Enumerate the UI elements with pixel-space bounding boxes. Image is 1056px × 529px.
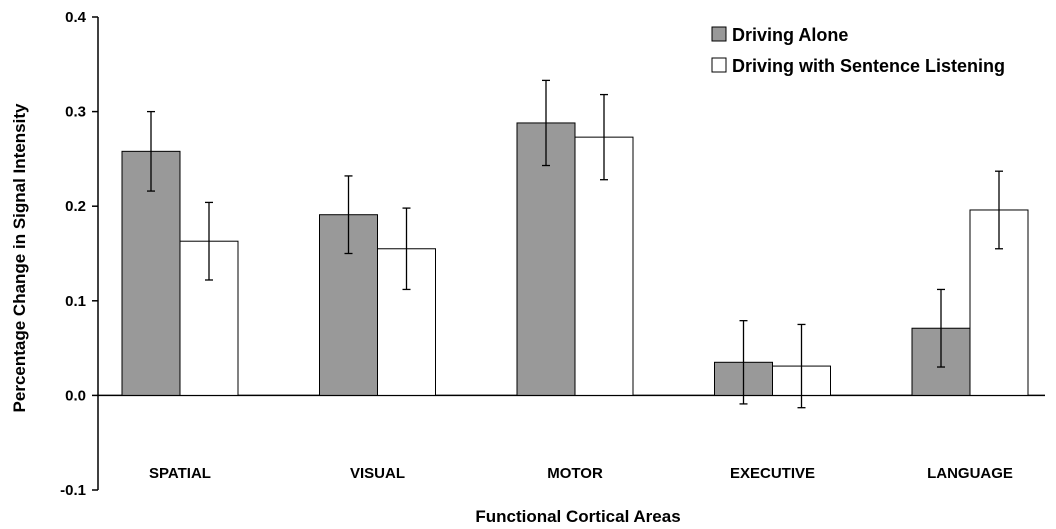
category-label-spatial: SPATIAL [149, 465, 211, 482]
error-bar-driving-with-sentence-listening-executive [797, 323, 806, 409]
error-bar-driving-with-sentence-listening-visual [402, 207, 411, 291]
legend-swatch-driving-with-sentence-listening [711, 57, 727, 73]
legend: Driving Alone Driving with Sentence List… [711, 25, 1005, 76]
y-tick-label: 0.4 [65, 9, 87, 26]
error-bar-driving-alone-language [937, 288, 945, 368]
legend-label-driving-with-sentence-listening: Driving with Sentence Listening [732, 56, 1005, 76]
category-label-executive: EXECUTIVE [730, 465, 815, 482]
y-tick-label: 0.1 [65, 293, 86, 310]
x-axis-title: Functional Cortical Areas [475, 507, 680, 526]
error-bar-driving-alone-spatial [147, 110, 155, 192]
bar-driving-alone-spatial [121, 150, 181, 396]
error-bar-driving-with-sentence-listening-motor [600, 93, 608, 181]
plot-area: 0.4 0.3 0.2 0.1 0.0 -0.1 SPATIAL VISUAL MOTOR EX… [60, 9, 1045, 499]
error-bar-driving-with-sentence-listening-spatial [205, 201, 213, 281]
y-tick-label: -0.1 [60, 482, 86, 499]
legend-label-driving-alone: Driving Alone [732, 25, 848, 45]
error-bar-driving-alone-visual [344, 175, 353, 255]
y-tick-label: 0.2 [65, 198, 86, 215]
y-tick-label: 0.3 [65, 104, 86, 121]
category-labels: SPATIAL VISUAL MOTOR EXECUTIVE LANGUAGE [149, 465, 1013, 482]
bars [121, 122, 1029, 396]
y-axis-title: Percentage Change in Signal Intensity [10, 103, 29, 412]
error-bar-driving-alone-executive [739, 320, 748, 405]
error-bar-driving-alone-motor [542, 79, 550, 167]
legend-swatch-driving-alone [711, 26, 727, 42]
category-label-visual: VISUAL [350, 465, 405, 482]
error-bar-driving-with-sentence-listening-language [995, 170, 1003, 250]
y-tick-label: 0.0 [65, 387, 86, 404]
error-bars [147, 79, 1003, 409]
bar-driving-with-sentence-listening-visual [377, 248, 436, 396]
category-label-language: LANGUAGE [927, 465, 1013, 482]
y-ticks: 0.4 0.3 0.2 0.1 0.0 -0.1 [60, 9, 98, 499]
category-label-motor: MOTOR [547, 465, 603, 482]
